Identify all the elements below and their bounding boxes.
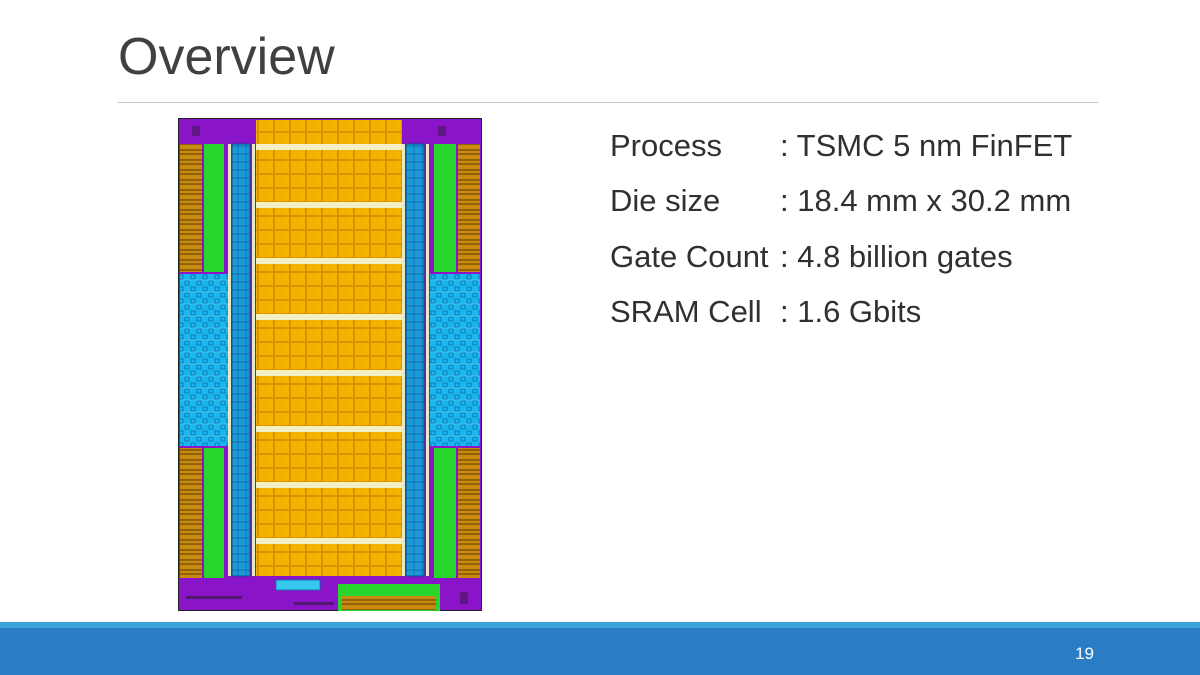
spec-value: : 1.6 Gbits (780, 294, 922, 330)
spec-row-die-size: Die size : 18.4 mm x 30.2 mm (610, 174, 1072, 230)
spec-row-gate-count: Gate Count : 4.8 billion gates (610, 229, 1072, 285)
title-divider (118, 102, 1098, 103)
spec-label: Process (610, 127, 722, 163)
chip-die-floorplan (178, 118, 482, 611)
spec-label: Gate Count (610, 238, 769, 274)
slide-title: Overview (118, 28, 335, 86)
spec-value: : TSMC 5 nm FinFET (780, 127, 1073, 163)
spec-row-sram-cell: SRAM Cell : 1.6 Gbits (610, 285, 1072, 341)
spec-value: : 4.8 billion gates (780, 238, 1013, 274)
spec-label: Die size (610, 183, 721, 219)
spec-list: Process : TSMC 5 nm FinFET Die size : 18… (610, 118, 1072, 340)
spec-value: : 18.4 mm x 30.2 mm (780, 183, 1072, 219)
spec-label: SRAM Cell (610, 294, 762, 330)
footer-accent-line (0, 622, 1200, 628)
page-number: 19 (1075, 644, 1094, 663)
spec-row-process: Process : TSMC 5 nm FinFET (610, 118, 1072, 174)
footer-bar (0, 628, 1200, 675)
